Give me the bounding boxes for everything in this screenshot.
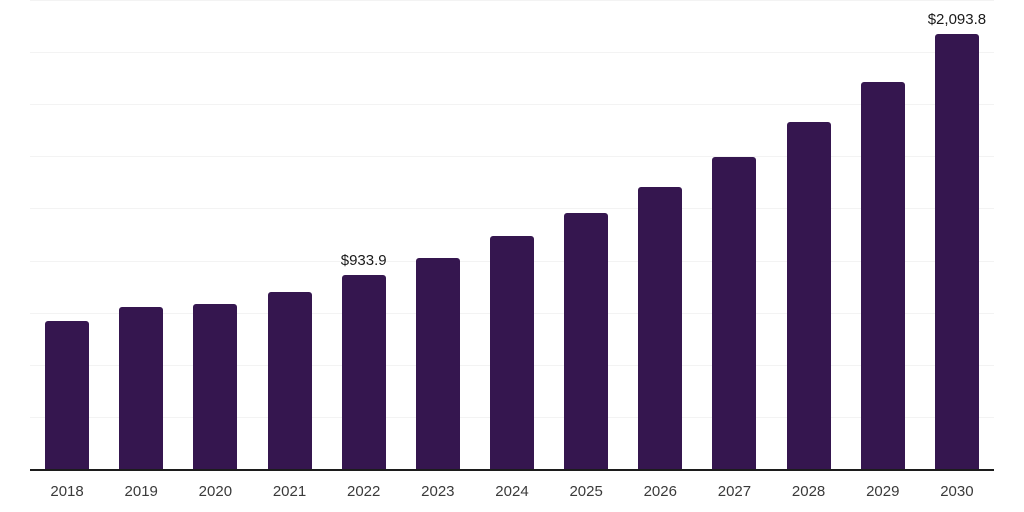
x-tick-2023: 2023	[421, 483, 455, 500]
x-axis-line	[30, 469, 994, 471]
bar-2019	[119, 307, 164, 470]
bar-2024	[490, 235, 534, 470]
gridline	[30, 208, 994, 210]
gridline	[30, 104, 994, 106]
bar-2018	[45, 321, 90, 470]
bar-2028	[786, 121, 831, 470]
bar-value-label-2022: $933.9	[340, 252, 387, 270]
bar-2026	[638, 186, 683, 470]
plot-area: $933.9 $2,093.8	[30, 0, 994, 470]
bar-2027	[712, 157, 757, 470]
bar-2029	[860, 81, 905, 470]
x-tick-2026: 2026	[643, 483, 677, 500]
bar-2020	[193, 304, 238, 470]
bar-2022	[341, 275, 386, 470]
gridline	[30, 156, 994, 158]
x-tick-2018: 2018	[50, 483, 84, 500]
x-tick-2027: 2027	[717, 483, 752, 500]
x-tick-2025: 2025	[569, 483, 603, 500]
x-tick-2028: 2028	[791, 483, 826, 500]
x-tick-2021: 2021	[272, 483, 307, 500]
x-axis-labels: 2018 2019 2020 2021 2022 2023 2024 2025 2026 2027…	[30, 482, 994, 506]
bar-2021	[267, 291, 312, 470]
bar-2030	[934, 33, 979, 470]
x-tick-2024: 2024	[495, 483, 529, 500]
bar-value-label-2030: $2,093.8	[927, 10, 987, 28]
bar-2023	[415, 258, 460, 470]
gridline	[30, 52, 994, 54]
bar-2025	[564, 212, 609, 470]
x-tick-2030: 2030	[940, 483, 974, 500]
x-tick-2020: 2020	[198, 483, 233, 500]
gridline	[30, 0, 994, 1]
x-tick-2019: 2019	[124, 483, 158, 500]
x-tick-2022: 2022	[346, 483, 381, 500]
x-tick-2029: 2029	[866, 483, 900, 500]
